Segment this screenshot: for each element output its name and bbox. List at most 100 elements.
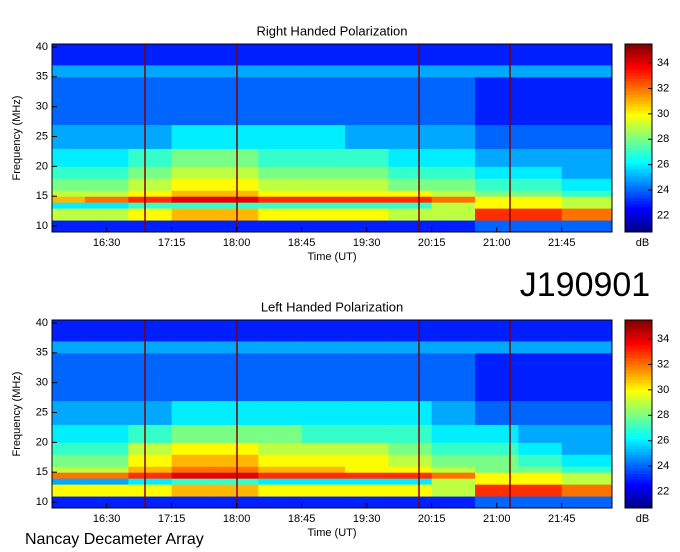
heatmap-cell <box>431 64 476 78</box>
heatmap-cell <box>128 466 173 473</box>
heatmap-cell <box>258 44 303 66</box>
footer: Nancay Decameter Array <box>25 531 204 548</box>
x-tick-label: 18:45 <box>288 513 316 525</box>
heatmap-cell <box>84 44 129 66</box>
colorbar-step <box>625 56 652 61</box>
heatmap-cell <box>475 454 519 467</box>
heatmap-cell <box>518 124 563 149</box>
heatmap-cell <box>475 472 519 479</box>
heatmap-cell <box>561 208 613 221</box>
x-tick-label: 19:30 <box>353 513 381 525</box>
heatmap-cell <box>52 208 86 221</box>
heatmap-cell <box>388 76 433 126</box>
colorbar-step <box>625 354 652 359</box>
colorbar-step <box>625 112 652 117</box>
heatmap-cell <box>258 454 303 467</box>
heatmap-cell <box>388 454 433 467</box>
colorbar-step <box>625 407 652 412</box>
heatmap-cell <box>128 76 173 126</box>
heatmap-cell <box>84 124 129 149</box>
heatmap-cell <box>475 340 519 354</box>
heatmap-cell <box>128 196 173 203</box>
heatmap-cell <box>171 424 216 443</box>
colorbar-step <box>625 156 652 161</box>
heatmap-cell <box>52 178 86 191</box>
x-tick-label: 18:00 <box>223 237 251 249</box>
heatmap-cell <box>258 220 303 233</box>
heatmap-cell <box>84 76 129 126</box>
colorbar-tick-label: 28 <box>657 409 669 421</box>
colorbar-step <box>625 345 652 349</box>
heatmap-cell <box>518 496 563 509</box>
colorbar-frame <box>624 319 653 509</box>
heatmap-cell <box>301 340 346 354</box>
heatmap-cell <box>388 208 433 221</box>
heatmap-cell <box>431 400 476 425</box>
x-tick-label: 18:00 <box>223 513 251 525</box>
heatmap-cell <box>128 320 173 342</box>
colorbar-step <box>625 376 652 381</box>
y-tick-label: 30 <box>36 101 48 113</box>
heatmap-cell <box>561 220 613 233</box>
heatmap-cell <box>84 178 129 191</box>
heatmap-cell <box>258 202 303 209</box>
heatmap-cell <box>561 454 613 467</box>
colorbar-tick-label: 22 <box>657 209 669 221</box>
colorbar-frame <box>624 43 653 233</box>
heatmap-cell <box>171 196 216 203</box>
heatmap-cell <box>84 472 129 479</box>
heatmap-cell <box>388 320 433 342</box>
heatmap-cell <box>345 472 389 479</box>
colorbar-step <box>625 420 652 424</box>
heatmap-cell <box>52 202 86 209</box>
heatmap-cell <box>171 484 216 497</box>
heatmap-cell <box>345 478 389 485</box>
colorbar-step <box>625 65 652 70</box>
heatmap-cell <box>561 320 613 342</box>
heatmap-cell <box>128 478 173 485</box>
colorbar-step <box>625 141 652 145</box>
heatmap-cell <box>128 208 173 221</box>
heatmap-cell <box>345 178 389 191</box>
colorbar-step <box>625 159 652 164</box>
colorbar-step <box>625 84 652 89</box>
colorbar-step <box>625 417 652 421</box>
heatmap-cell <box>475 148 519 167</box>
heatmap-cell <box>345 400 389 425</box>
heatmap-cell <box>301 466 346 473</box>
colorbar-step <box>625 429 652 434</box>
heatmap-cell <box>301 472 346 479</box>
colorbar-step <box>625 448 652 453</box>
heatmap-cell <box>475 202 519 209</box>
heatmap-cell <box>52 466 86 473</box>
y-tick-label: 30 <box>36 377 48 389</box>
colorbar-step <box>625 486 652 490</box>
colorbar-step <box>625 335 652 340</box>
heatmap-cell <box>431 442 476 455</box>
x-tick-label: 18:45 <box>288 237 316 249</box>
heatmap-cell <box>345 340 389 354</box>
y-tick-label: 40 <box>36 317 48 329</box>
heatmap-cell <box>301 166 346 179</box>
heatmap-cell <box>475 44 519 66</box>
y-tick-label: 35 <box>36 71 48 83</box>
heatmap-cell <box>84 196 129 203</box>
heatmap-cell <box>128 178 173 191</box>
colorbar-step <box>625 181 652 186</box>
heatmap-cell <box>258 496 303 509</box>
heatmap-cell <box>301 220 346 233</box>
heatmap-cell <box>128 424 173 443</box>
colorbar-step <box>625 47 652 51</box>
heatmap-cell <box>301 478 346 485</box>
heatmap-cell <box>52 190 86 197</box>
heatmap-cell <box>561 76 613 126</box>
heatmap-cell <box>345 424 389 443</box>
heatmap-cell <box>518 220 563 233</box>
colorbar-label: dB <box>636 237 649 249</box>
y-tick-label: 15 <box>36 190 48 202</box>
x-tick-label: 21:45 <box>548 237 576 249</box>
heatmap-cell <box>301 484 346 497</box>
colorbar-step <box>625 91 652 95</box>
colorbar-step <box>625 439 652 443</box>
y-tick-label: 20 <box>36 160 48 172</box>
